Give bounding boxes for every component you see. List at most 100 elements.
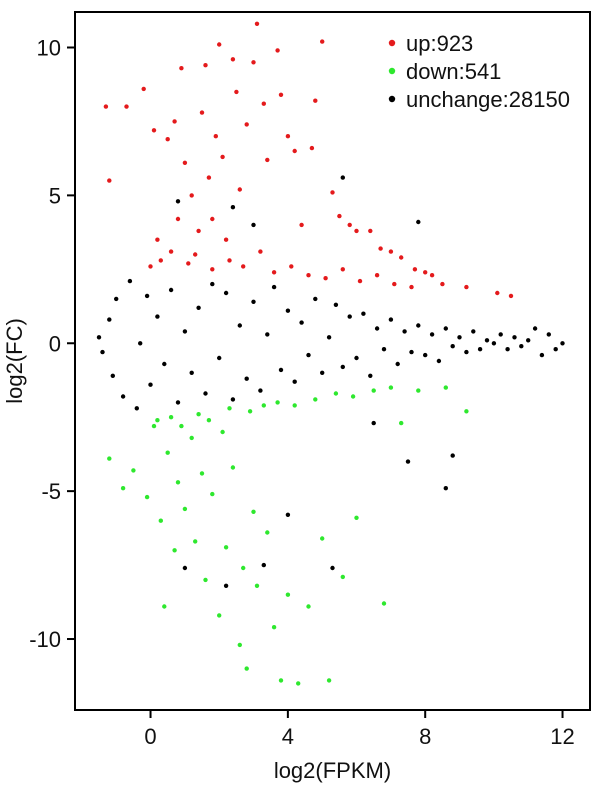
scatter-point	[368, 228, 373, 234]
scatter-point	[186, 261, 191, 266]
y-tick-label: 10	[37, 35, 61, 60]
scatter-point	[326, 335, 332, 340]
scatter-point	[512, 335, 517, 340]
scatter-point	[340, 175, 345, 180]
scatter-point	[244, 376, 249, 381]
scatter-point	[206, 418, 212, 423]
scatter-point	[241, 565, 246, 571]
scatter-point	[395, 361, 400, 367]
scatter-point	[175, 216, 181, 222]
scatter-point	[299, 320, 304, 325]
scatter-point	[237, 642, 242, 648]
scatter-point	[275, 400, 280, 405]
scatter-point	[484, 338, 490, 343]
scatter-point	[495, 290, 500, 296]
scatter-point	[320, 370, 325, 375]
scatter-point	[203, 391, 208, 396]
scatter-point	[306, 273, 311, 278]
scatter-point	[175, 480, 181, 485]
scatter-point	[381, 601, 387, 606]
scatter-point	[107, 456, 112, 461]
scatter-point	[464, 409, 469, 414]
scatter-point	[350, 394, 356, 399]
scatter-point	[223, 583, 229, 588]
scatter-point	[464, 349, 469, 355]
scatter-point	[251, 509, 256, 514]
scatter-point	[251, 222, 256, 228]
scatter-point	[234, 89, 239, 95]
scatter-point	[299, 222, 304, 228]
scatter-point	[323, 276, 328, 281]
scatter-point	[230, 57, 236, 62]
scatter-point	[258, 249, 263, 254]
scatter-point	[271, 284, 277, 290]
scatter-point	[265, 530, 270, 535]
scatter-point	[271, 625, 277, 630]
scatter-point	[124, 104, 129, 109]
scatter-point	[399, 255, 404, 260]
scatter-point	[193, 539, 198, 544]
scatter-point	[241, 264, 246, 269]
scatter-point	[285, 134, 291, 139]
scatter-point	[423, 270, 428, 275]
scatter-point	[223, 290, 229, 296]
scatter-point	[271, 270, 277, 275]
scatter-point	[313, 98, 318, 103]
scatter-point	[330, 565, 335, 571]
scatter-point	[371, 388, 376, 393]
scatter-point	[505, 347, 510, 352]
scatter-point	[381, 347, 387, 352]
scatter-point	[313, 296, 318, 302]
scatter-point	[155, 314, 160, 319]
legend-marker	[388, 39, 396, 47]
scatter-point	[457, 335, 462, 340]
scatter-point	[120, 486, 126, 491]
scatter-point	[392, 281, 397, 287]
scatter-point	[110, 373, 116, 378]
scatter-point	[182, 329, 188, 334]
scatter-point	[337, 213, 342, 219]
scatter-point	[265, 332, 270, 337]
scatter-point	[416, 219, 421, 225]
scatter-point	[148, 382, 153, 387]
scatter-point	[144, 293, 150, 299]
scatter-point	[182, 565, 188, 571]
legend-label: down:541	[406, 59, 501, 84]
scatter-point	[100, 349, 105, 355]
scatter-point	[165, 137, 170, 142]
scatter-point	[189, 435, 194, 441]
scatter-point	[326, 678, 332, 683]
scatter-point	[220, 154, 225, 160]
scatter-point	[464, 284, 469, 290]
scatter-point	[220, 429, 225, 435]
y-axis-label: log2(FC)	[2, 318, 27, 404]
plot-frame	[74, 11, 591, 711]
scatter-point	[138, 341, 143, 346]
series-1	[107, 385, 469, 686]
scatter-point	[210, 216, 215, 222]
scatter-point	[151, 423, 157, 429]
scatter-point	[206, 175, 212, 180]
scatter-point	[409, 349, 414, 355]
scatter-point	[251, 299, 256, 304]
scatter-point	[491, 341, 497, 346]
scatter-point	[127, 278, 133, 284]
x-tick-label: 12	[550, 724, 574, 749]
series-2	[96, 175, 565, 588]
scatter-point	[179, 423, 184, 429]
scatter-point	[261, 403, 266, 408]
scatter-point	[333, 302, 339, 307]
scatter-point	[539, 352, 545, 358]
scatter-point	[275, 48, 280, 53]
scatter-point	[175, 199, 181, 204]
scatter-point	[443, 326, 448, 331]
scatter-point	[182, 160, 188, 165]
scatter-point	[244, 122, 249, 127]
scatter-point	[179, 66, 184, 71]
scatter-point	[412, 267, 418, 272]
scatter-point	[440, 281, 445, 287]
scatter-point	[409, 284, 414, 290]
x-axis-label: log2(FPKM)	[274, 758, 391, 783]
scatter-point	[429, 332, 435, 337]
scatter-point	[374, 326, 380, 331]
